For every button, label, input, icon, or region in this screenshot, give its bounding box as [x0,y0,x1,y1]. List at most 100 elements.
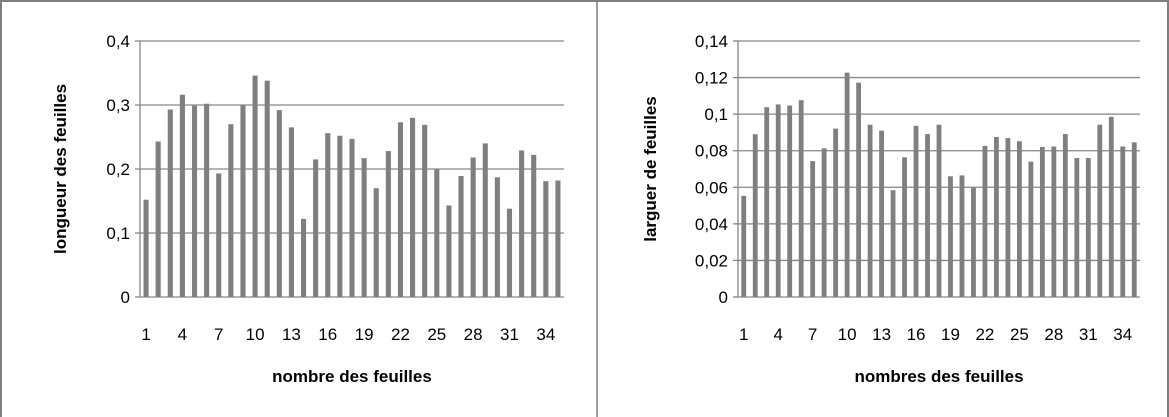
right-bar [902,157,907,297]
right-bar [982,145,988,297]
right-bar [867,124,873,297]
left-x-tick-label: 7 [214,325,223,344]
left-bar [325,133,331,297]
left-bar [373,188,379,297]
left-bar [519,150,525,297]
right-x-tick-label: 19 [941,325,960,344]
chart-largeur: 0 0,02 0,04 0,06 0,08 0,1 0,12 0,14 1 4 7 10 13 16 19 2… [641,32,1140,386]
chart-longueur: 0 0,1 0,2 0,3 0,4 1 4 7 10 13 16 19 22 25 28 31 34 nombre… [51,32,564,386]
right-bar [1039,146,1045,297]
right-bar [1097,124,1103,297]
right-bar [1108,116,1114,297]
left-x-tick-label: 31 [500,325,519,344]
left-bar [470,157,476,297]
left-bar [482,143,488,297]
right-x-tick-label: 28 [1044,325,1063,344]
left-bar [446,205,452,297]
left-bar [228,124,234,297]
right-bar [798,100,804,297]
right-x-tick-label: 10 [838,325,857,344]
left-bar [191,105,198,297]
left-x-axis-title: nombre des feuilles [272,367,432,386]
right-bar [856,82,862,297]
right-bar [959,175,965,297]
right-bar [1074,158,1080,297]
left-bar [155,141,161,297]
right-y-tick-label: 0,02 [695,251,728,270]
left-bar [313,159,319,297]
right-bar [936,124,942,297]
left-bar [349,138,355,297]
left-x-tick-label: 10 [246,325,265,344]
right-x-tick-label: 4 [773,325,782,344]
left-bar [216,173,222,297]
left-y-tick-label: 0,3 [106,96,130,115]
right-bar [1005,138,1011,297]
right-bar [1028,161,1034,297]
left-bar [543,181,549,297]
left-bar [458,176,464,297]
right-y-tick-label: 0,06 [695,178,728,197]
right-x-tick-label: 31 [1079,325,1098,344]
right-y-tick-label: 0,12 [695,69,728,88]
left-bar [288,127,294,298]
right-bar [948,176,953,297]
right-bar [890,190,896,297]
right-x-tick-label: 22 [975,325,994,344]
right-bar [1016,141,1022,297]
right-y-tick-label: 0,1 [704,105,728,124]
right-y-tick-label: 0,04 [695,215,728,234]
left-bar [434,169,440,297]
right-y-tick-label: 0 [719,288,728,307]
left-bar [240,105,246,297]
right-bar [925,134,930,297]
left-bar [410,117,416,297]
right-bar [775,104,781,297]
right-x-tick-label: 25 [1010,325,1029,344]
left-y-axis-title: longueur des feuilles [51,84,70,254]
right-bar [1062,134,1068,297]
right-bar [821,148,827,297]
left-x-tick-label: 1 [141,325,150,344]
left-bar [143,199,149,297]
right-bar [994,137,999,297]
left-x-tick-label: 34 [536,325,555,344]
right-bar [1051,146,1057,297]
left-bar [179,94,185,297]
left-x-tick-label: 25 [427,325,446,344]
right-bar [787,105,793,297]
right-bar [1120,146,1126,297]
left-bar [204,103,210,297]
right-x-tick-label: 34 [1113,325,1132,344]
left-x-tick-label: 22 [391,325,410,344]
right-x-axis-title: nombres des feuilles [854,367,1023,386]
right-bar [1085,158,1091,297]
right-bar [833,128,839,297]
left-bar [301,218,307,297]
left-bar [494,177,500,297]
left-bar [506,208,513,297]
left-bar [337,135,343,297]
right-x-tick-label: 16 [907,325,926,344]
right-x-tick-label: 13 [872,325,891,344]
left-y-tick-label: 0 [121,288,130,307]
left-x-tick-label: 13 [282,325,301,344]
right-bar [752,134,758,297]
left-bar [252,75,258,297]
right-bar [913,125,919,297]
left-bar [385,151,391,297]
left-bar [555,180,561,297]
left-x-tick-label: 16 [318,325,337,344]
left-x-tick-label: 28 [464,325,483,344]
right-bar [971,187,976,297]
left-bar [531,154,537,297]
left-y-tick-label: 0,4 [106,32,130,51]
left-x-tick-label: 19 [355,325,374,344]
right-bar [810,161,816,297]
right-y-axis-title: larguer de feuilles [641,96,660,242]
left-bar [422,124,428,297]
right-bar [844,72,850,297]
left-bar [264,80,270,298]
left-y-tick-label: 0,1 [106,224,130,243]
left-bar [276,110,282,298]
